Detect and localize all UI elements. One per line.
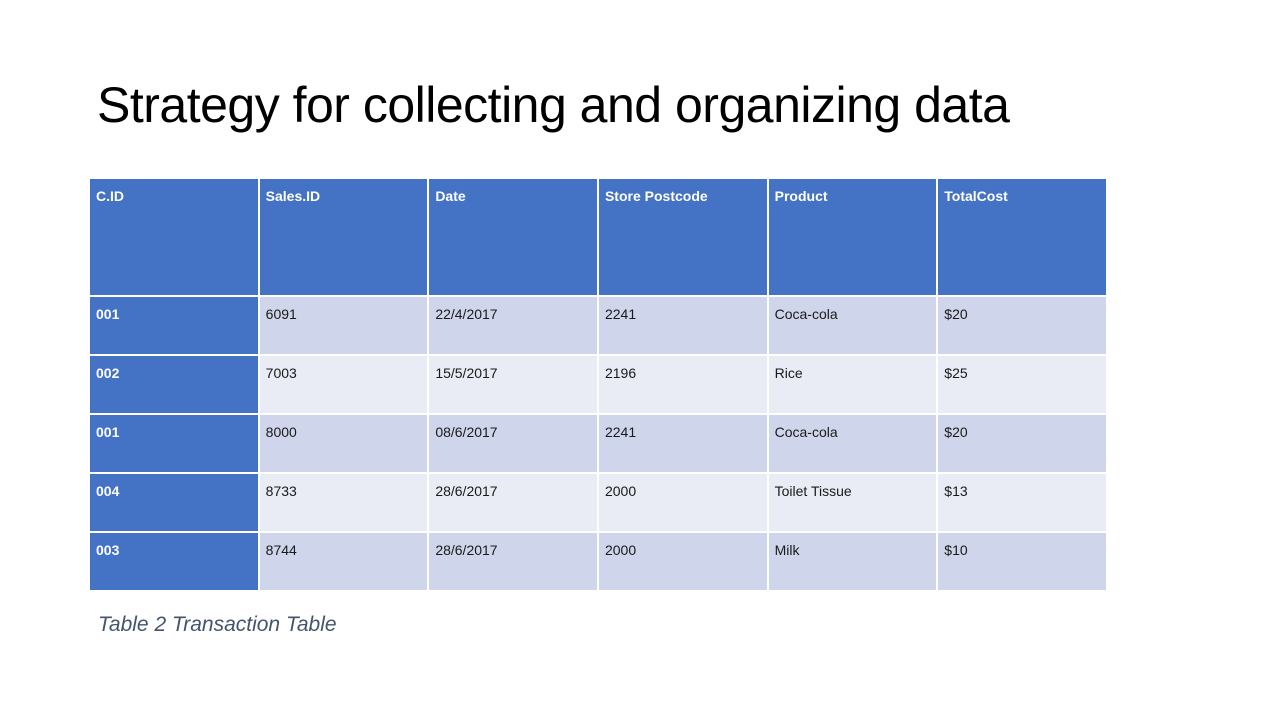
cell-sales-id: 8744 [257, 531, 430, 592]
transaction-table: C.ID Sales.ID Date Store Postcode Produc… [88, 177, 1108, 592]
cell-store-postcode: 2196 [596, 354, 769, 415]
cell-sales-id: 8000 [257, 413, 430, 474]
cell-cid: 003 [88, 531, 260, 592]
cell-date: 08/6/2017 [427, 413, 599, 474]
cell-total-cost: $20 [936, 413, 1108, 474]
cell-product: Milk [766, 531, 939, 592]
cell-date: 28/6/2017 [427, 531, 599, 592]
header-date: Date [427, 177, 599, 297]
cell-total-cost: $25 [936, 354, 1108, 415]
table-row: 004 8733 28/6/2017 2000 Toilet Tissue $1… [88, 472, 1108, 533]
cell-cid: 001 [88, 413, 260, 474]
cell-date: 22/4/2017 [427, 295, 599, 356]
cell-date: 15/5/2017 [427, 354, 599, 415]
table-row: 003 8744 28/6/2017 2000 Milk $10 [88, 531, 1108, 592]
header-product: Product [766, 177, 939, 297]
cell-product: Toilet Tissue [766, 472, 939, 533]
cell-product: Coca-cola [766, 413, 939, 474]
header-cid: C.ID [88, 177, 260, 297]
cell-sales-id: 8733 [257, 472, 430, 533]
cell-sales-id: 7003 [257, 354, 430, 415]
cell-product: Coca-cola [766, 295, 939, 356]
cell-cid: 002 [88, 354, 260, 415]
cell-date: 28/6/2017 [427, 472, 599, 533]
table-row: 001 6091 22/4/2017 2241 Coca-cola $20 [88, 295, 1108, 356]
cell-product: Rice [766, 354, 939, 415]
table-row: 002 7003 15/5/2017 2196 Rice $25 [88, 354, 1108, 415]
cell-total-cost: $13 [936, 472, 1108, 533]
table-header-row: C.ID Sales.ID Date Store Postcode Produc… [88, 177, 1108, 297]
table-caption: Table 2 Transaction Table [98, 613, 337, 636]
cell-sales-id: 6091 [257, 295, 430, 356]
cell-total-cost: $20 [936, 295, 1108, 356]
cell-store-postcode: 2000 [596, 472, 769, 533]
cell-store-postcode: 2241 [596, 413, 769, 474]
cell-store-postcode: 2000 [596, 531, 769, 592]
header-store-postcode: Store Postcode [596, 177, 769, 297]
cell-store-postcode: 2241 [596, 295, 769, 356]
cell-cid: 001 [88, 295, 260, 356]
cell-total-cost: $10 [936, 531, 1108, 592]
table-row: 001 8000 08/6/2017 2241 Coca-cola $20 [88, 413, 1108, 474]
header-total-cost: TotalCost [936, 177, 1108, 297]
cell-cid: 004 [88, 472, 260, 533]
slide-title: Strategy for collecting and organizing d… [97, 77, 1010, 133]
header-sales-id: Sales.ID [257, 177, 430, 297]
